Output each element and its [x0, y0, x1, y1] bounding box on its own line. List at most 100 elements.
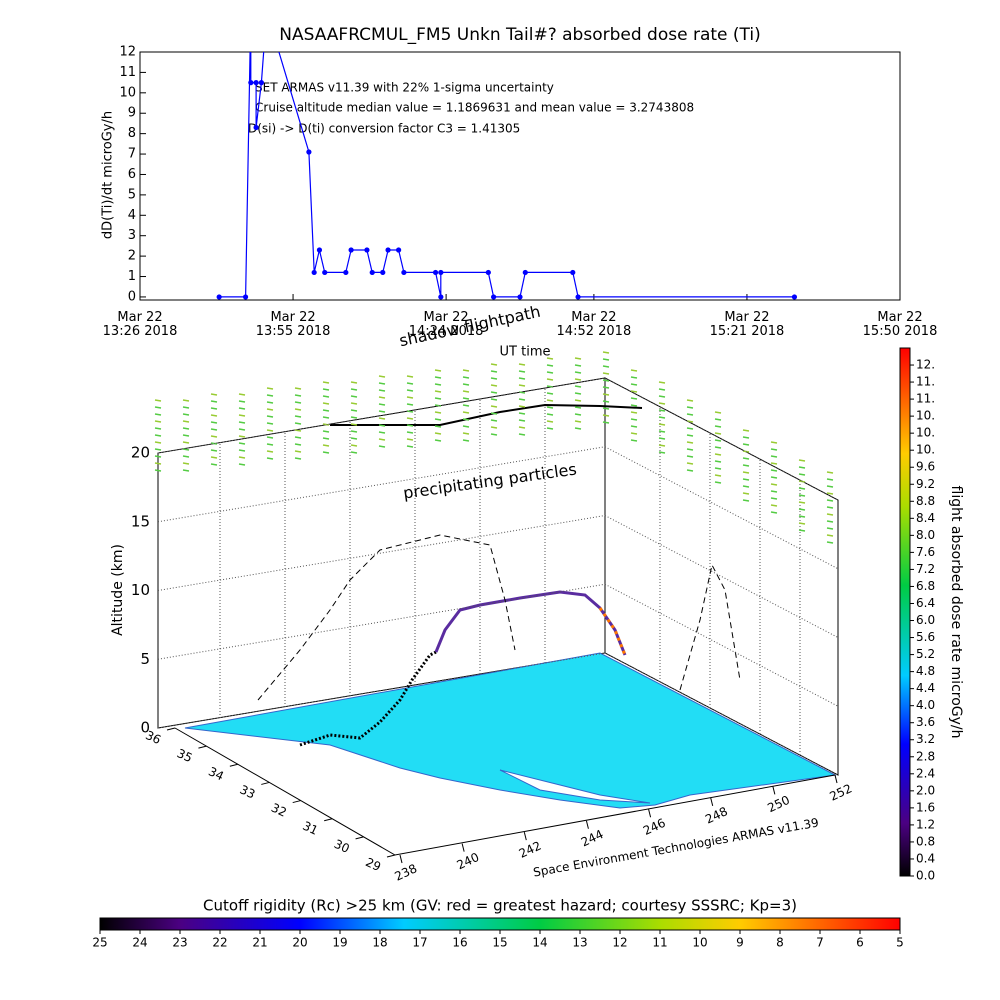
y-tick: [324, 818, 333, 822]
y-tick-label: 2: [128, 249, 136, 264]
particle-dash: [294, 443, 302, 446]
grid-line: [157, 583, 606, 660]
particle-dash: [658, 423, 666, 426]
series-line: [219, 52, 795, 298]
particle-dash: [546, 371, 554, 374]
particle-dash: [770, 448, 778, 451]
x-tick: [710, 797, 714, 806]
particle-dash: [434, 425, 442, 428]
x-tick: [585, 820, 589, 829]
colorbar-tick-label: 14: [532, 936, 547, 950]
colorbar-tick-label: 7.6: [916, 545, 935, 559]
particle-dash: [714, 446, 722, 449]
colorbar-tick-label: 9: [736, 936, 744, 950]
particle-dash: [406, 431, 414, 434]
particle-dash: [714, 453, 722, 456]
particle-dash: [658, 402, 666, 405]
colorbar-tick-label: 13: [572, 936, 587, 950]
particle-dash: [714, 474, 722, 477]
particle-dash: [294, 401, 302, 404]
y-tick-label: 32: [269, 801, 289, 820]
particle-dash: [322, 451, 330, 454]
particle-dash: [714, 481, 722, 484]
particle-dash: [574, 364, 582, 367]
particle-dash: [798, 494, 806, 497]
x-tick-label: 240: [455, 850, 482, 872]
particle-dash: [182, 469, 190, 472]
particle-dash: [602, 393, 610, 396]
particle-dash: [602, 414, 610, 417]
particle-dash: [350, 388, 358, 391]
colorbar-tick-label: 12.: [916, 358, 935, 372]
particle-dash: [434, 383, 442, 386]
axis-line: [174, 727, 836, 856]
particle-dash: [630, 404, 638, 407]
colorbar-tick-label: 23: [172, 936, 187, 950]
z-tick-label: 20: [131, 444, 150, 462]
particle-dash: [826, 527, 834, 530]
y-tick-label: 12: [119, 45, 136, 60]
particle-dash: [210, 421, 218, 424]
particle-dash: [518, 412, 526, 415]
particle-dash: [574, 378, 582, 381]
particle-dash: [182, 455, 190, 458]
y-tick: [229, 763, 238, 767]
data-point: [438, 269, 444, 276]
colorbar-label: flight absorbed dose rate microGy/h: [948, 486, 964, 739]
data-point: [216, 294, 222, 300]
particle-dash: [266, 457, 274, 460]
particle-dash: [462, 425, 470, 428]
data-point: [242, 294, 249, 300]
y-tick-label: 29: [363, 855, 383, 874]
particle-dash: [546, 392, 554, 395]
particle-columns: [154, 351, 834, 544]
colorbar-tick-label: 0.0: [916, 869, 935, 883]
particle-dash: [630, 390, 638, 393]
x-tick: [772, 786, 776, 795]
y-tick-label: 11: [119, 65, 136, 80]
x-tick-label: Mar 22 15:21 2018: [710, 310, 785, 339]
particle-dash: [350, 437, 358, 440]
particle-dash: [602, 365, 610, 368]
particle-dash: [378, 403, 386, 406]
particle-dash: [210, 428, 218, 431]
colorbar-tick-label: 9.2: [916, 477, 935, 491]
colorbar-tick-label: 24: [132, 936, 147, 950]
particle-dash: [322, 388, 330, 391]
particle-dash: [462, 418, 470, 421]
plot-frame: [139, 51, 901, 301]
grid-line: [604, 652, 839, 776]
y-tick: [261, 781, 270, 785]
grid-line: [157, 446, 606, 523]
data-point: [322, 269, 328, 276]
colorbar-tick-label: 6.0: [916, 613, 935, 627]
x-tick-label: Mar 22 14:24 2018: [409, 310, 484, 339]
particle-dash: [210, 400, 218, 403]
data-point: [348, 247, 354, 253]
particle-dash: [518, 405, 526, 408]
particle-dash: [210, 449, 218, 452]
particle-dash: [322, 423, 330, 426]
colorbar-tick-label: 18: [372, 936, 387, 950]
particle-dash: [294, 429, 302, 432]
colorbar-tick-label: 20: [292, 936, 307, 950]
particle-dash: [406, 417, 414, 420]
particle-dash: [630, 369, 638, 372]
y-tick-label: 35: [175, 746, 195, 765]
particle-dash: [322, 437, 330, 440]
colorbar-vertical: [899, 347, 911, 877]
particle-dash: [826, 506, 834, 509]
particle-dash: [350, 430, 358, 433]
particle-dash: [154, 420, 162, 423]
particle-dash: [658, 430, 666, 433]
y-tick-label: 8: [128, 126, 136, 141]
y-tick: [386, 854, 396, 858]
particle-dash: [798, 508, 806, 511]
data-point: [491, 294, 497, 300]
annotation: Cruise altitude median value = 1.1869631…: [255, 101, 694, 115]
particle-dash: [686, 427, 694, 430]
y-tick-label: 4: [128, 208, 136, 223]
colorbar-tick-label: 15: [492, 936, 507, 950]
z-tick-label: 15: [131, 512, 150, 530]
